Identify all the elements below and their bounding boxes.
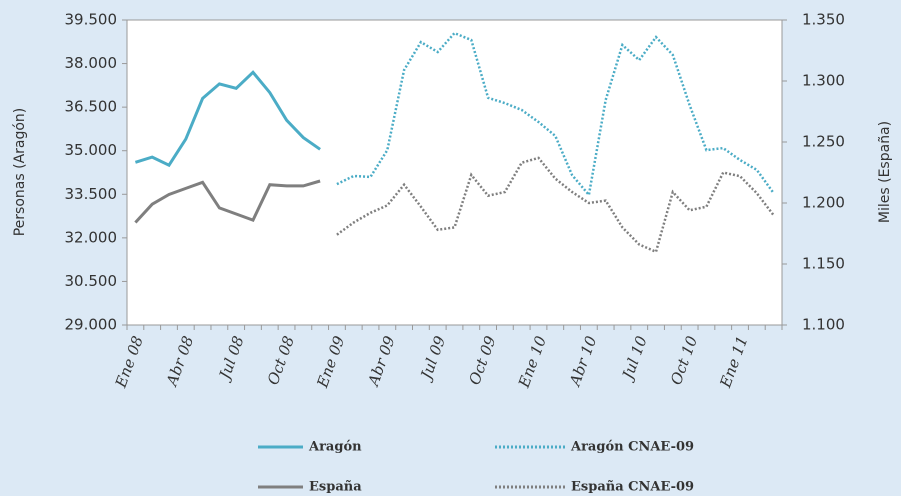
plot-area — [126, 19, 783, 326]
legend-label: Aragón — [308, 440, 362, 455]
y-tick-label: 35.000 — [65, 141, 118, 159]
legend-label: Aragón CNAE-09 — [570, 440, 694, 455]
y-axis-label: Personas (Aragón) — [12, 108, 28, 237]
y-tick-label: 32.000 — [65, 228, 118, 246]
y-tick-label: 30.500 — [65, 272, 118, 290]
y-tick-label: 33.500 — [65, 185, 118, 203]
y2-tick-label: 1.150 — [802, 255, 845, 273]
series-line — [134, 179, 321, 224]
y2-tick-label: 1.350 — [802, 11, 845, 29]
y-tick-label: 38.000 — [65, 54, 118, 72]
series-line — [336, 31, 775, 198]
y2-tick-label: 1.250 — [802, 133, 845, 151]
y2-tick-label: 1.200 — [802, 194, 845, 212]
y2-axis-label: Miles (España) — [877, 121, 893, 223]
y-tick-label: 39.500 — [65, 11, 118, 29]
legend-label: España CNAE-09 — [571, 480, 694, 495]
y-tick-label: 29.000 — [65, 316, 118, 334]
y-tick-label: 36.500 — [65, 98, 118, 116]
y2-tick-label: 1.300 — [802, 72, 845, 90]
legend-label: España — [309, 480, 362, 495]
series-line — [134, 70, 321, 168]
y2-tick-label: 1.100 — [802, 316, 845, 334]
